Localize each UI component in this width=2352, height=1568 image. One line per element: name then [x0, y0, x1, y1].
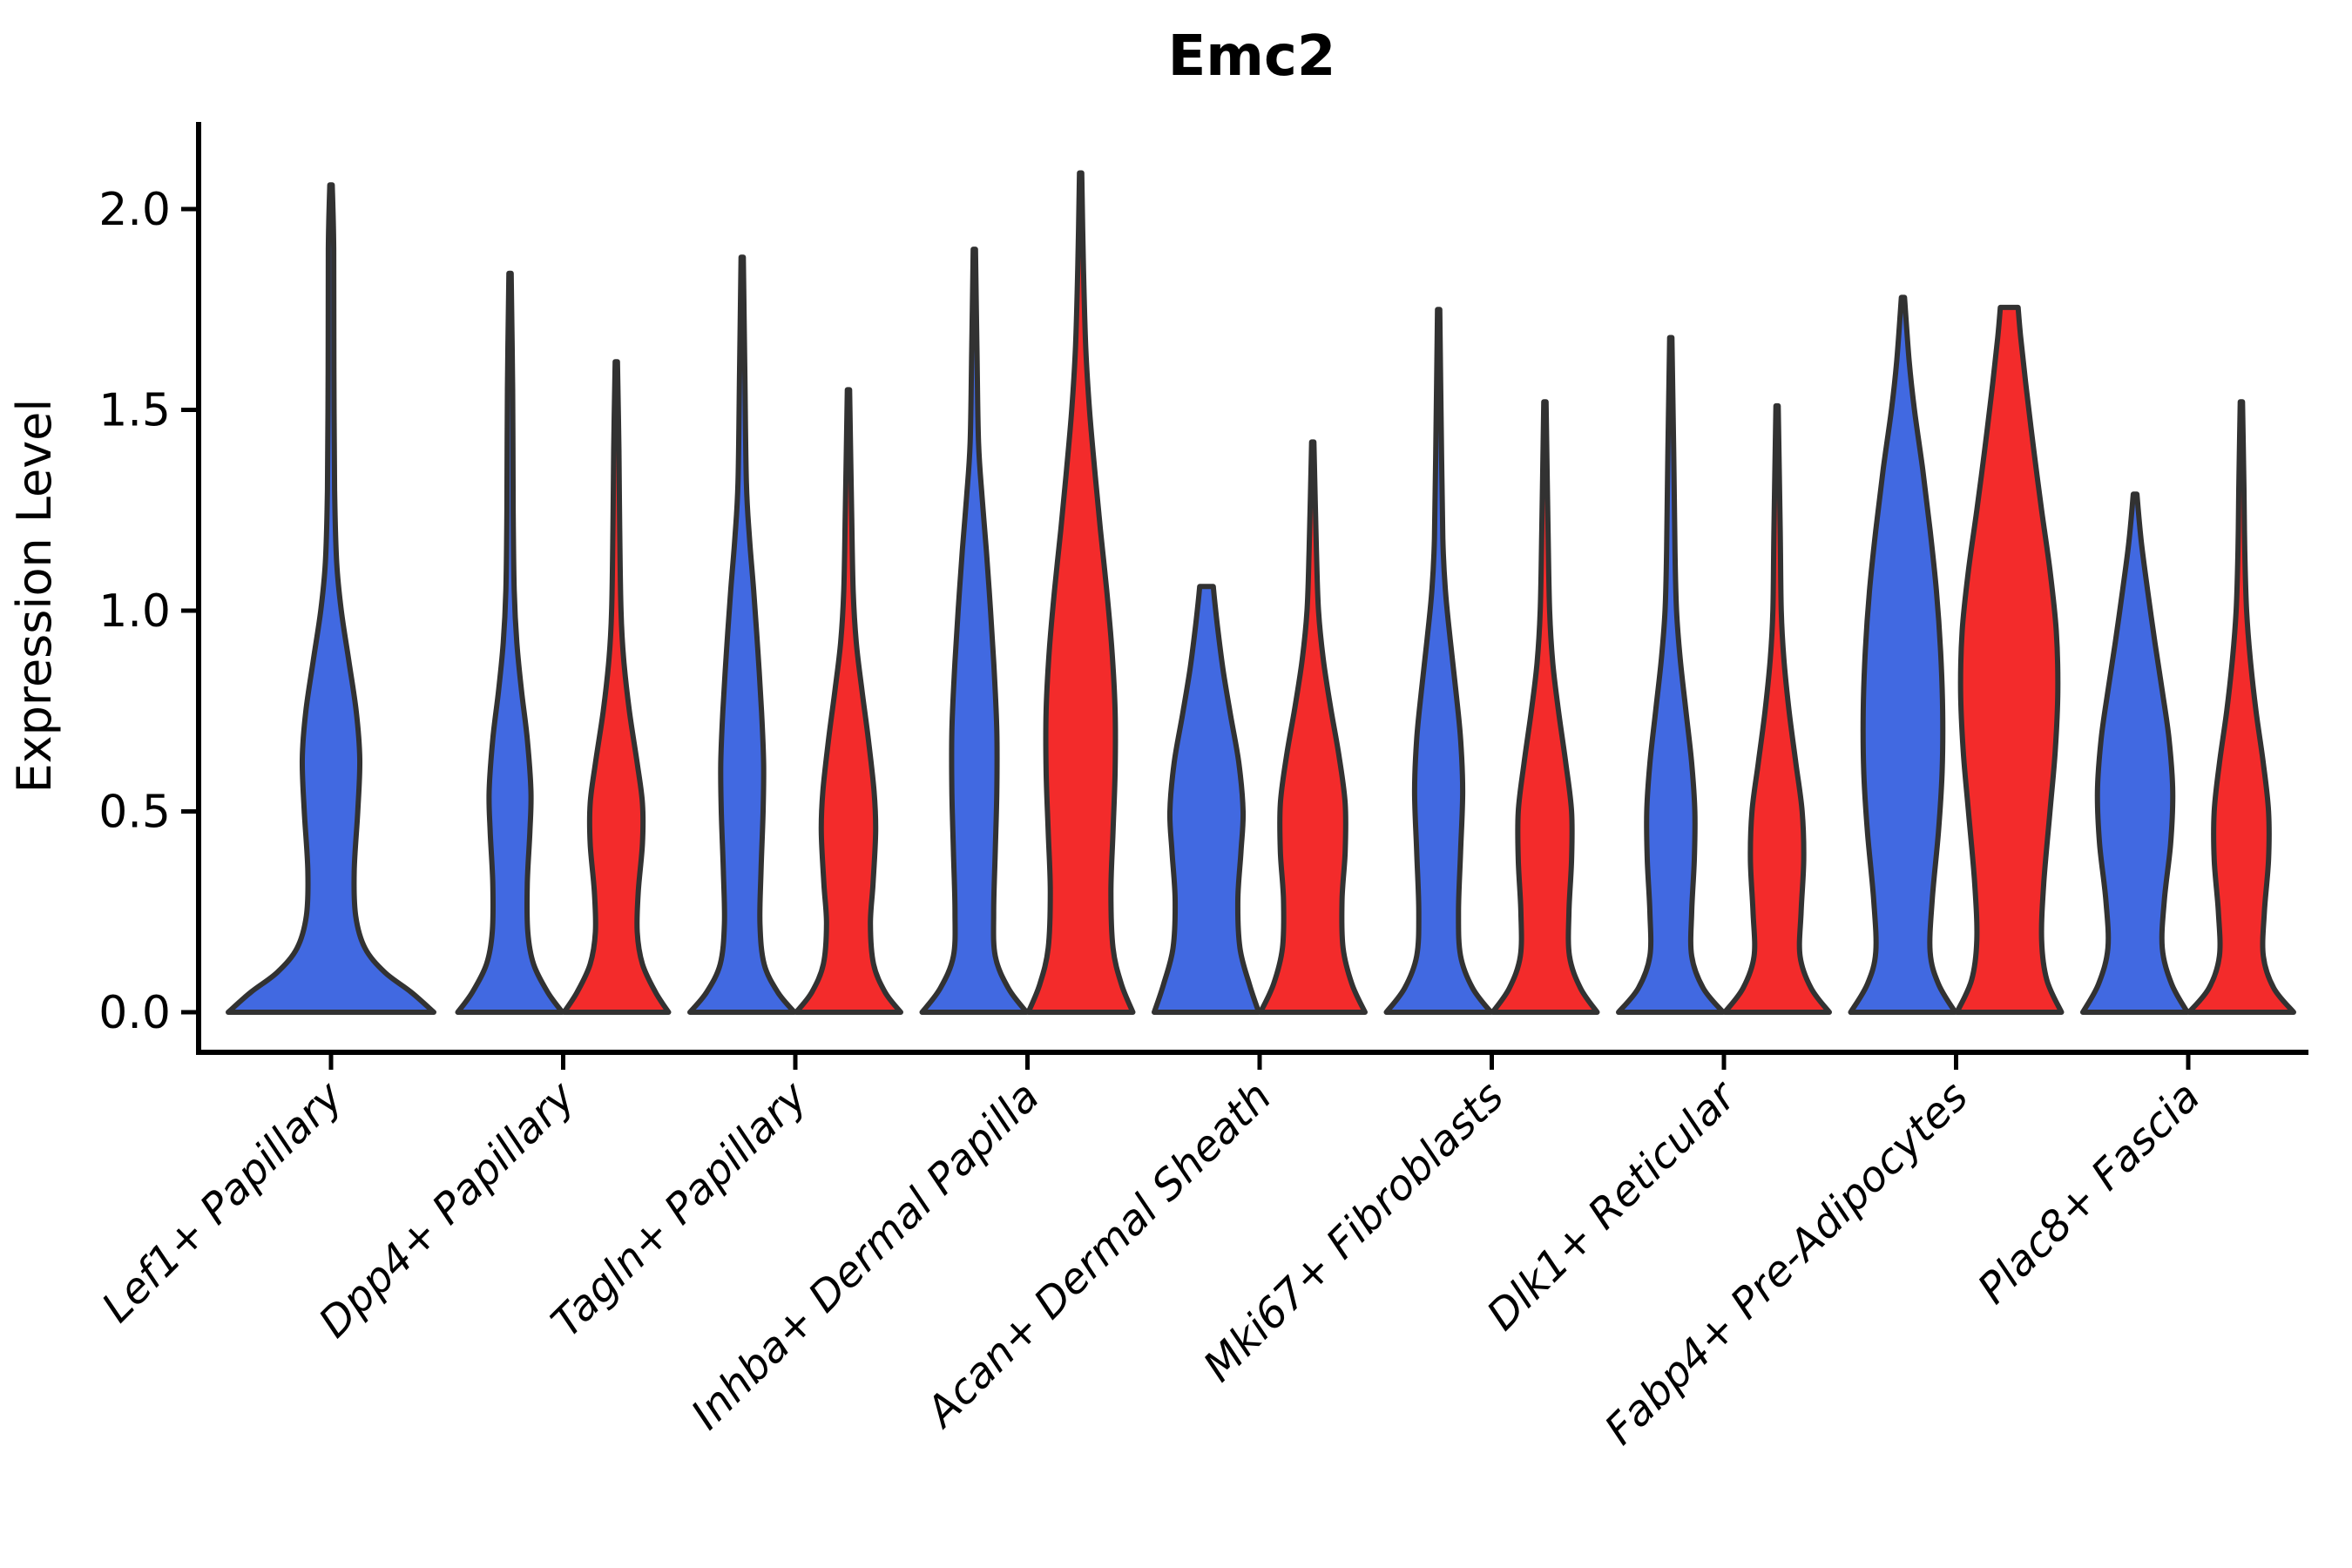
- violin-red-inhba-dermal-papilla: [1025, 170, 1136, 1015]
- violin-blue-plac8-fascia: [2080, 491, 2190, 1015]
- violin-red-mki67-fibroblasts: [1490, 399, 1600, 1015]
- y-tick-label: 1.0: [98, 585, 171, 638]
- chart-title: Emc2: [1168, 24, 1336, 89]
- violin-blue-mki67-fibroblasts: [1383, 307, 1494, 1015]
- violin-blue-inhba-dermal-papilla: [919, 247, 1030, 1015]
- y-tick-label: 0.5: [98, 787, 171, 839]
- violins-layer: [226, 170, 2296, 1015]
- y-axis-label: Expression Level: [7, 399, 62, 794]
- violin-red-tagln-papillary: [794, 387, 903, 1015]
- violin-red-dlk1-reticular: [1722, 402, 1832, 1015]
- violin-blue-dlk1-reticular: [1616, 335, 1726, 1015]
- violin-blue-tagln-papillary: [687, 254, 797, 1015]
- y-tick-label: 2.0: [98, 184, 171, 236]
- violin-blue-lef1-papillary: [226, 182, 436, 1015]
- y-tick-label: 0.0: [98, 987, 171, 1039]
- violin-blue-acan-dermal-sheath: [1152, 584, 1261, 1015]
- violin-red-dpp4-papillary: [561, 359, 672, 1015]
- y-tick-label: 1.5: [98, 385, 171, 437]
- violin-red-fabp4-pre-adipocytes: [1954, 304, 2065, 1015]
- violin-blue-fabp4-pre-adipocytes: [1848, 294, 1958, 1015]
- y-tick-labels: 0.0 0.5 1.0 1.5 2.0: [98, 184, 171, 1039]
- axes-layer: [181, 122, 2308, 1070]
- violin-red-plac8-fascia: [2186, 399, 2296, 1015]
- violin-blue-dpp4-papillary: [455, 270, 565, 1015]
- violin-red-acan-dermal-sheath: [1258, 439, 1368, 1015]
